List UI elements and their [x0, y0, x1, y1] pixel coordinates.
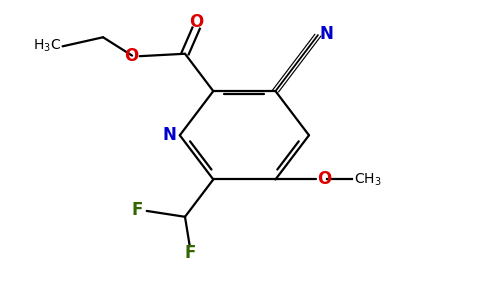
- Text: O: O: [317, 170, 331, 188]
- Text: O: O: [124, 46, 138, 64]
- Text: N: N: [319, 25, 333, 43]
- Text: CH$_3$: CH$_3$: [354, 171, 382, 188]
- Text: N: N: [162, 126, 176, 144]
- Text: F: F: [132, 201, 143, 219]
- Text: H$_3$C: H$_3$C: [33, 37, 61, 54]
- Text: O: O: [189, 13, 203, 31]
- Text: F: F: [184, 244, 196, 262]
